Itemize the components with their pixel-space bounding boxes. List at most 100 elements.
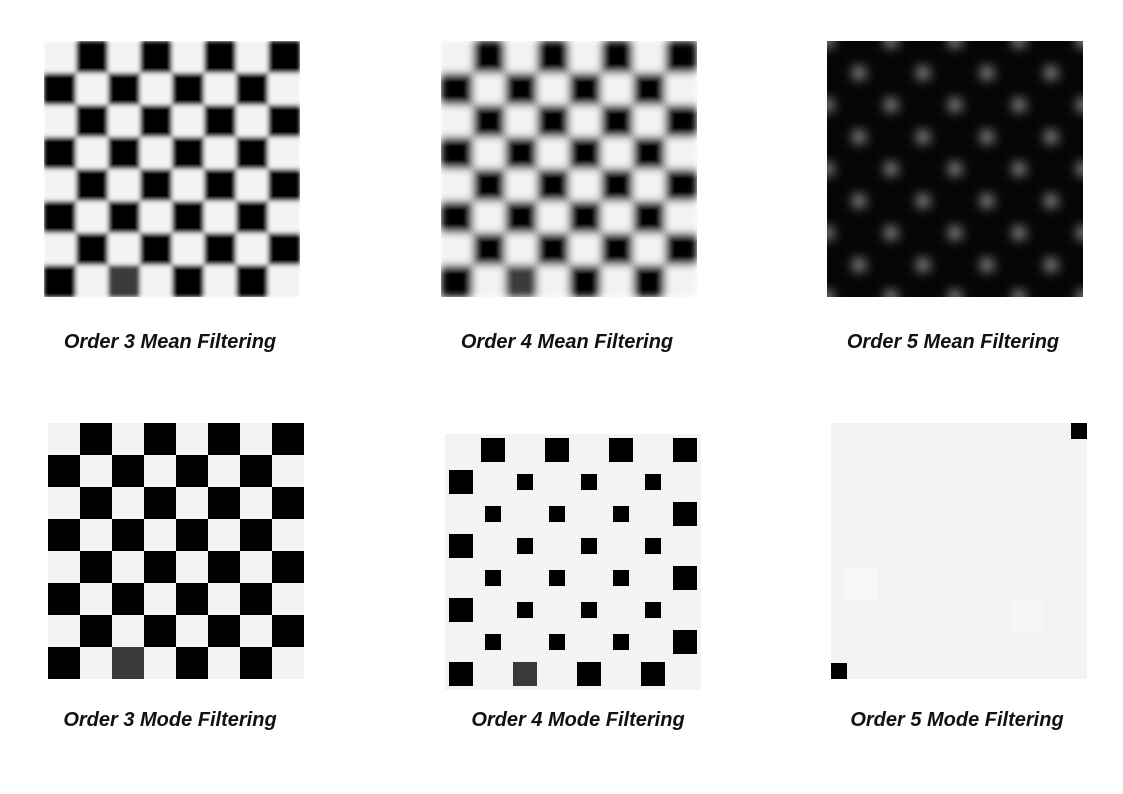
light-spot (1014, 228, 1024, 238)
dark-square (172, 137, 204, 169)
dark-square (144, 487, 176, 519)
caption-order5-mode: Order 5 Mode Filtering (850, 709, 1064, 731)
dark-square (441, 201, 473, 233)
dark-square (44, 201, 76, 233)
light-spot (1078, 292, 1083, 297)
dark-square (140, 41, 172, 73)
light-square (665, 137, 697, 169)
dark-square (485, 570, 501, 586)
dark-square (272, 487, 304, 519)
dark-square (236, 201, 268, 233)
light-square (140, 73, 172, 105)
caption-order3-mean: Order 3 Mean Filtering (63, 331, 277, 353)
dark-square (108, 265, 140, 297)
light-square (44, 169, 76, 201)
light-square (537, 73, 569, 105)
dark-square (236, 265, 268, 297)
light-square (236, 169, 268, 201)
light-spot (982, 196, 992, 206)
dark-square (601, 105, 633, 137)
dark-square (545, 438, 569, 462)
light-square (665, 73, 697, 105)
light-square (505, 105, 537, 137)
light-spot (950, 41, 960, 46)
dark-square (665, 105, 697, 137)
dark-square (44, 265, 76, 297)
light-square (144, 647, 176, 679)
dark-square (601, 41, 633, 73)
light-square (204, 137, 236, 169)
dark-square (441, 265, 473, 297)
light-square (537, 201, 569, 233)
light-square (144, 519, 176, 551)
dark-square (473, 169, 505, 201)
light-spot (950, 100, 960, 110)
dark-square (601, 169, 633, 201)
dark-square (537, 233, 569, 265)
light-square (176, 615, 208, 647)
dark-square (240, 455, 272, 487)
faint-patch (1011, 599, 1043, 631)
dark-square (76, 41, 108, 73)
light-square (44, 41, 76, 73)
dark-square (673, 502, 697, 526)
light-spot (827, 100, 832, 110)
light-square (76, 265, 108, 297)
dark-square (204, 105, 236, 137)
light-square (240, 423, 272, 455)
dark-square (549, 634, 565, 650)
dark-square (268, 41, 300, 73)
light-spot (1078, 228, 1083, 238)
caption-order4-mean: Order 4 Mean Filtering (460, 331, 674, 353)
background (831, 423, 1087, 679)
light-square (441, 233, 473, 265)
dark-square (633, 73, 665, 105)
light-square (268, 265, 300, 297)
light-square (204, 265, 236, 297)
dark-square (240, 519, 272, 551)
light-spot (918, 196, 928, 206)
light-square (176, 551, 208, 583)
dark-square (449, 534, 473, 558)
light-square (140, 201, 172, 233)
dark-square (76, 169, 108, 201)
light-spot (1014, 100, 1024, 110)
light-spot (1046, 260, 1056, 270)
dark-square (609, 438, 633, 462)
dark-square (144, 423, 176, 455)
dark-square (449, 470, 473, 494)
dark-square (108, 137, 140, 169)
light-square (569, 105, 601, 137)
light-spot (886, 164, 896, 174)
dark-square (633, 265, 665, 297)
dark-square (204, 169, 236, 201)
dark-square (208, 615, 240, 647)
light-square (441, 169, 473, 201)
light-spot (1046, 196, 1056, 206)
dark-square (449, 662, 473, 686)
light-spot (854, 132, 864, 142)
dark-square (537, 41, 569, 73)
light-square (112, 423, 144, 455)
light-spot (1014, 292, 1024, 297)
light-spot (886, 228, 896, 238)
light-square (505, 41, 537, 73)
light-square (80, 455, 112, 487)
dark-square (665, 169, 697, 201)
light-square (537, 265, 569, 297)
dark-square (569, 265, 601, 297)
light-square (112, 615, 144, 647)
light-spot (982, 68, 992, 78)
dark-square (505, 265, 537, 297)
dark-square (569, 201, 601, 233)
light-spot (1046, 68, 1056, 78)
dark-square (204, 41, 236, 73)
dark-square (240, 583, 272, 615)
dark-square (601, 233, 633, 265)
dark-square (505, 137, 537, 169)
dark-square (272, 615, 304, 647)
dark-square (208, 487, 240, 519)
dark-square (665, 41, 697, 73)
dark-square (505, 73, 537, 105)
light-spot (1014, 164, 1024, 174)
